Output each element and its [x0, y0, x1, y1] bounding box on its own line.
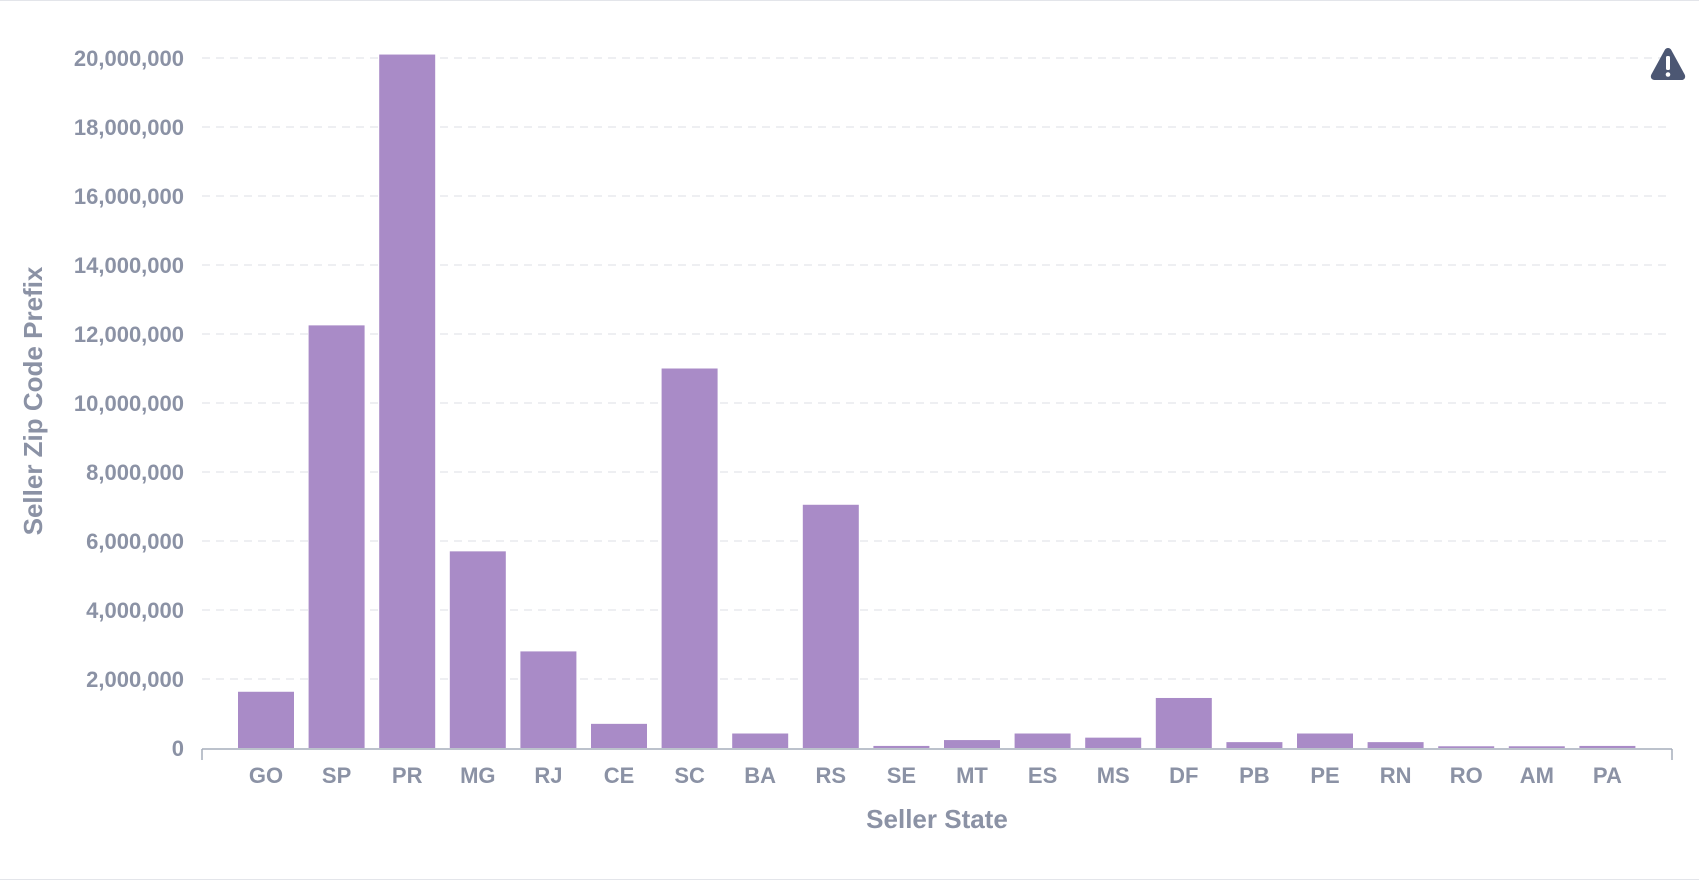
warning-button[interactable] — [1649, 45, 1687, 83]
x-tick-label: RJ — [534, 763, 562, 788]
x-tick-label: PR — [392, 763, 423, 788]
x-tick-labels: GO SP PR MG RJ CE SC BA RS SE MT ES MS DF PB PE RN RO AM PA — [249, 763, 1622, 788]
x-tick-label: CE — [604, 763, 635, 788]
y-tick-labels: 0 2,000,000 4,000,000 6,000,000 8,000,000 10,… — [74, 46, 184, 761]
y-tick-label: 0 — [172, 736, 184, 761]
x-tick-label: GO — [249, 763, 283, 788]
y-tick-label: 6,000,000 — [86, 529, 184, 554]
bar-mg[interactable] — [449, 551, 506, 748]
y-tick-label: 8,000,000 — [86, 460, 184, 485]
bar-sc[interactable] — [661, 368, 718, 749]
x-tick-label: PB — [1239, 763, 1270, 788]
bar-chart: 0 2,000,000 4,000,000 6,000,000 8,000,000 10,… — [18, 46, 1673, 834]
x-tick-label: MG — [460, 763, 495, 788]
bar-rj[interactable] — [520, 651, 577, 748]
x-tick-label: RN — [1380, 763, 1412, 788]
y-tick-label: 16,000,000 — [74, 184, 184, 209]
y-tick-label: 10,000,000 — [74, 391, 184, 416]
bar-pe[interactable] — [1297, 733, 1353, 748]
bar-go[interactable] — [238, 691, 294, 748]
bar-ce[interactable] — [591, 723, 647, 748]
bar-mt[interactable] — [944, 740, 1000, 748]
x-tick-label: PE — [1310, 763, 1339, 788]
bar-ro[interactable] — [1438, 746, 1495, 748]
bar-pb[interactable] — [1226, 742, 1283, 748]
x-tick-label: SP — [322, 763, 351, 788]
bar-pa[interactable] — [1579, 745, 1636, 748]
bar-sp[interactable] — [308, 325, 365, 748]
bar-es[interactable] — [1014, 733, 1071, 748]
y-tick-label: 12,000,000 — [74, 322, 184, 347]
bar-am[interactable] — [1508, 746, 1565, 748]
warning-triangle-icon — [1650, 48, 1686, 80]
x-tick-label: ES — [1028, 763, 1057, 788]
bar-se[interactable] — [873, 745, 930, 748]
x-tick-label: RO — [1450, 763, 1483, 788]
bar-df[interactable] — [1155, 697, 1212, 748]
x-tick-label: PA — [1593, 763, 1622, 788]
y-tick-label: 4,000,000 — [86, 598, 184, 623]
axes — [201, 748, 1673, 760]
bar-rs[interactable] — [802, 504, 859, 748]
x-tick-label: MS — [1097, 763, 1130, 788]
x-tick-label: MT — [956, 763, 988, 788]
bar-ba[interactable] — [732, 733, 789, 748]
x-axis-title: Seller State — [866, 804, 1008, 834]
x-tick-label: AM — [1520, 763, 1554, 788]
x-tick-label: SE — [887, 763, 916, 788]
x-tick-label: RS — [816, 763, 847, 788]
chart-card: 0 2,000,000 4,000,000 6,000,000 8,000,000 10,… — [0, 8, 1699, 868]
y-tick-label: 14,000,000 — [74, 253, 184, 278]
x-tick-label: BA — [744, 763, 776, 788]
y-tick-label: 2,000,000 — [86, 667, 184, 692]
x-tick-label: DF — [1169, 763, 1198, 788]
bars — [238, 54, 1636, 749]
x-tick-label: SC — [674, 763, 705, 788]
y-tick-label: 20,000,000 — [74, 46, 184, 71]
y-tick-label: 18,000,000 — [74, 115, 184, 140]
bar-rn[interactable] — [1367, 742, 1424, 748]
bar-pr[interactable] — [379, 54, 436, 749]
y-axis-title: Seller Zip Code Prefix — [18, 266, 48, 535]
bar-ms[interactable] — [1085, 737, 1142, 748]
grid-lines — [202, 57, 1672, 680]
